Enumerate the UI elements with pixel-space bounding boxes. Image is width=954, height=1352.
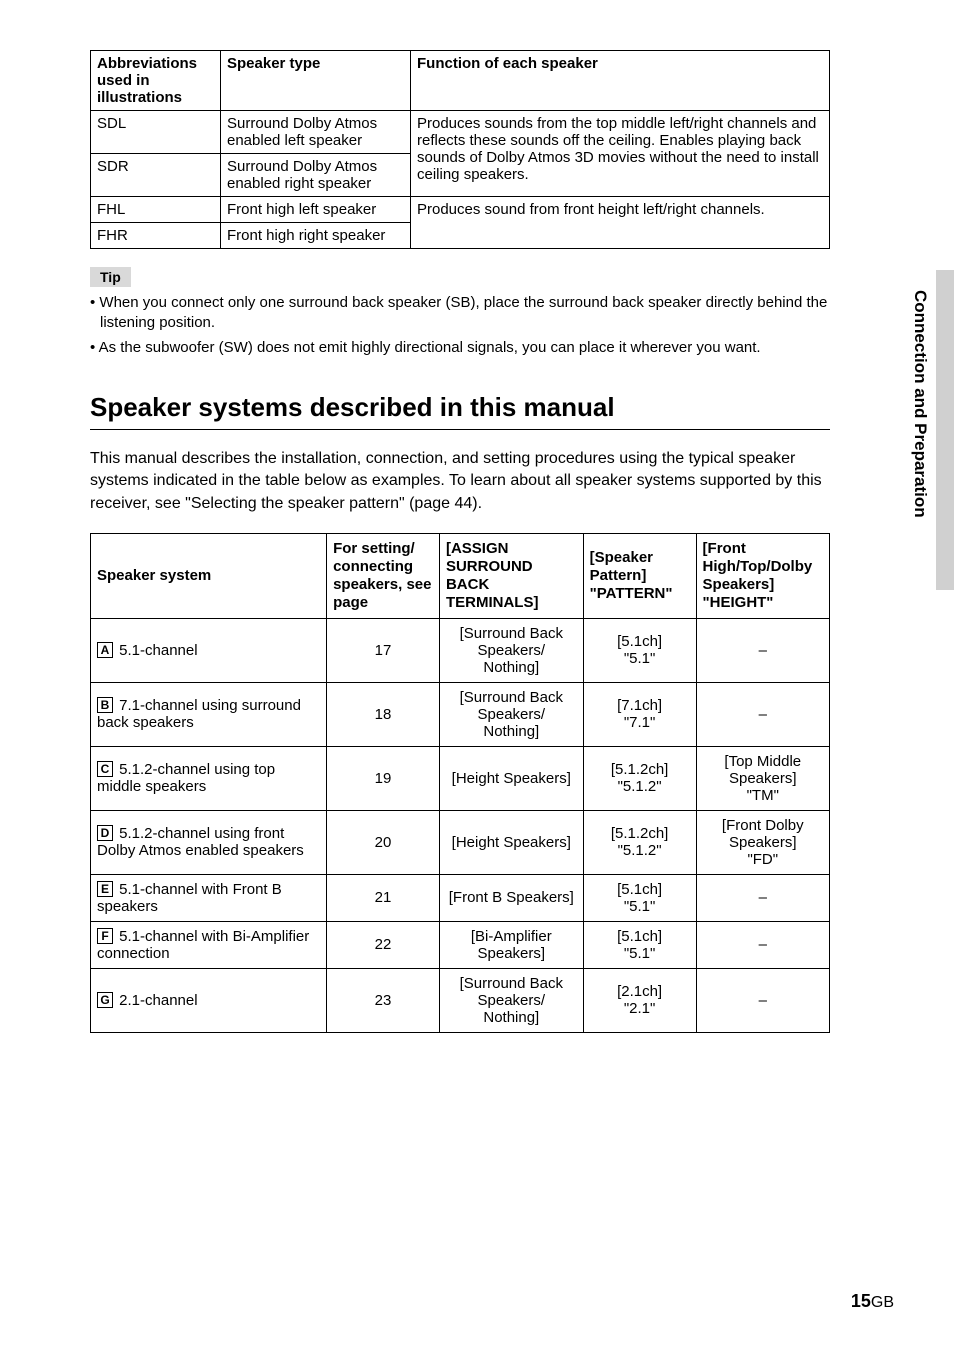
table-row: D 5.1.2-channel using front Dolby Atmos … (91, 810, 830, 874)
system-letter-icon: G (97, 992, 113, 1008)
system-cell: A 5.1-channel (91, 618, 327, 682)
abbr-cell: FHR (91, 223, 221, 249)
type-cell: Surround Dolby Atmos enabled left speake… (221, 111, 411, 154)
tip-label: Tip (90, 267, 131, 287)
table-row: F 5.1-channel with Bi-Amplifier connecti… (91, 921, 830, 968)
t2-header-system: Speaker system (91, 533, 327, 618)
table-row: A 5.1-channel17[Surround Back Speakers/ … (91, 618, 830, 682)
assign-cell: [Surround Back Speakers/ Nothing] (439, 618, 583, 682)
pattern-cell: [5.1ch] "5.1" (583, 874, 696, 921)
system-cell: F 5.1-channel with Bi-Amplifier connecti… (91, 921, 327, 968)
section-heading: Speaker systems described in this manual (90, 392, 830, 430)
type-cell: Surround Dolby Atmos enabled right speak… (221, 154, 411, 197)
t2-header-pattern: [Speaker Pattern] "PATTERN" (583, 533, 696, 618)
pattern-cell: [5.1.2ch] "5.1.2" (583, 746, 696, 810)
system-cell: C 5.1.2-channel using top middle speaker… (91, 746, 327, 810)
page-cell: 21 (327, 874, 440, 921)
assign-cell: [Front B Speakers] (439, 874, 583, 921)
assign-cell: [Surround Back Speakers/ Nothing] (439, 682, 583, 746)
t2-header-height: [Front High/Top/Dolby Speakers] "HEIGHT" (696, 533, 829, 618)
pattern-cell: [5.1ch] "5.1" (583, 921, 696, 968)
table-row: G 2.1-channel23[Surround Back Speakers/ … (91, 968, 830, 1032)
page-cell: 19 (327, 746, 440, 810)
sidebar-section-label: Connection and Preparation (910, 290, 930, 518)
func-cell: Produces sound from front height left/ri… (411, 197, 830, 249)
system-letter-icon: F (97, 928, 113, 944)
tip-item: As the subwoofer (SW) does not emit high… (90, 338, 830, 358)
abbr-cell: FHL (91, 197, 221, 223)
t1-header-func: Function of each speaker (411, 51, 830, 111)
height-cell: – (696, 968, 829, 1032)
table-row: FHL Front high left speaker Produces sou… (91, 197, 830, 223)
speaker-systems-table: Speaker system For setting/ connecting s… (90, 533, 830, 1033)
page-number-value: 15 (851, 1291, 871, 1311)
assign-cell: [Bi-Amplifier Speakers] (439, 921, 583, 968)
abbr-cell: SDL (91, 111, 221, 154)
pattern-cell: [5.1ch] "5.1" (583, 618, 696, 682)
height-cell: – (696, 921, 829, 968)
abbr-cell: SDR (91, 154, 221, 197)
system-cell: B 7.1-channel using surround back speake… (91, 682, 327, 746)
system-letter-icon: A (97, 642, 113, 658)
tip-list: When you connect only one surround back … (90, 293, 830, 358)
system-letter-icon: D (97, 825, 113, 841)
height-cell: – (696, 682, 829, 746)
assign-cell: [Height Speakers] (439, 746, 583, 810)
table-row: SDL Surround Dolby Atmos enabled left sp… (91, 111, 830, 154)
table-row: C 5.1.2-channel using top middle speaker… (91, 746, 830, 810)
table-row: E 5.1-channel with Front B speakers21[Fr… (91, 874, 830, 921)
page-number: 15GB (851, 1291, 894, 1312)
pattern-cell: [2.1ch] "2.1" (583, 968, 696, 1032)
t2-header-assign: [ASSIGN SURROUND BACK TERMINALS] (439, 533, 583, 618)
type-cell: Front high right speaker (221, 223, 411, 249)
t1-header-type: Speaker type (221, 51, 411, 111)
abbreviations-table: Abbreviations used in illustrations Spea… (90, 50, 830, 249)
page-cell: 20 (327, 810, 440, 874)
height-cell: – (696, 874, 829, 921)
page-cell: 23 (327, 968, 440, 1032)
t1-header-abbr: Abbreviations used in illustrations (91, 51, 221, 111)
system-letter-icon: E (97, 881, 113, 897)
system-cell: E 5.1-channel with Front B speakers (91, 874, 327, 921)
height-cell: – (696, 618, 829, 682)
func-cell: Produces sounds from the top middle left… (411, 111, 830, 197)
page-cell: 18 (327, 682, 440, 746)
page-cell: 22 (327, 921, 440, 968)
table-row: B 7.1-channel using surround back speake… (91, 682, 830, 746)
assign-cell: [Height Speakers] (439, 810, 583, 874)
system-cell: G 2.1-channel (91, 968, 327, 1032)
sidebar-tab (936, 270, 954, 590)
system-cell: D 5.1.2-channel using front Dolby Atmos … (91, 810, 327, 874)
page-number-suffix: GB (871, 1294, 894, 1311)
assign-cell: [Surround Back Speakers/ Nothing] (439, 968, 583, 1032)
height-cell: [Top Middle Speakers] "TM" (696, 746, 829, 810)
pattern-cell: [7.1ch] "7.1" (583, 682, 696, 746)
tip-item: When you connect only one surround back … (90, 293, 830, 334)
t2-header-page: For setting/ connecting speakers, see pa… (327, 533, 440, 618)
page-cell: 17 (327, 618, 440, 682)
height-cell: [Front Dolby Speakers] "FD" (696, 810, 829, 874)
type-cell: Front high left speaker (221, 197, 411, 223)
system-letter-icon: B (97, 697, 113, 713)
section-description: This manual describes the installation, … (90, 448, 830, 515)
system-letter-icon: C (97, 761, 113, 777)
pattern-cell: [5.1.2ch] "5.1.2" (583, 810, 696, 874)
